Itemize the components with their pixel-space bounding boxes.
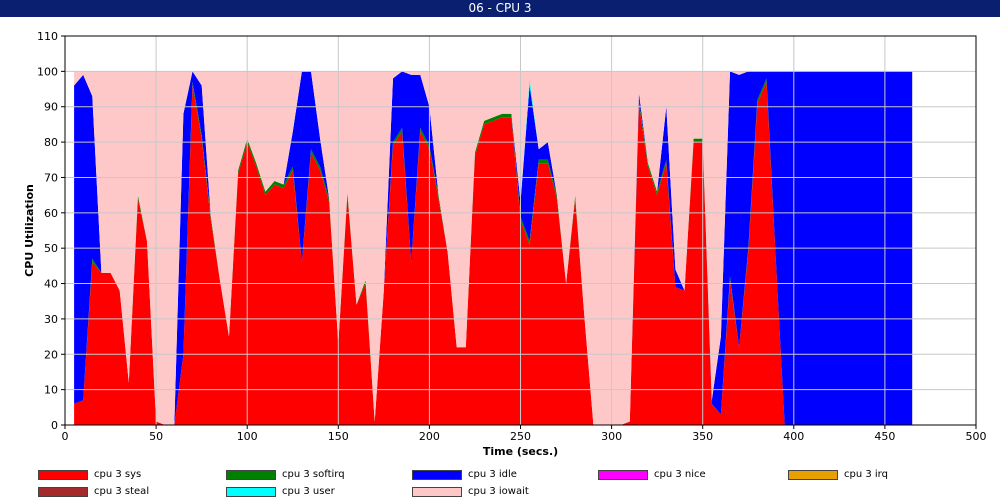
tick-layer: 0 50 100 150 200 250 300 350 400 450 500 0 10 20 30 40 5… (37, 30, 987, 443)
y-tick-label: 70 (44, 171, 58, 184)
legend-swatch (412, 487, 462, 497)
x-tick-label: 350 (692, 430, 713, 443)
y-tick-label: 50 (44, 242, 58, 255)
series-area-cpu-3-iowait (74, 71, 913, 426)
x-tick-label: 50 (149, 430, 163, 443)
legend-swatch (412, 470, 462, 480)
y-tick-label: 30 (44, 313, 58, 326)
legend-swatch (226, 487, 276, 497)
legend-swatch (226, 470, 276, 480)
x-tick-label: 150 (328, 430, 349, 443)
window-title: 06 - CPU 3 (0, 0, 1000, 17)
legend-swatch (38, 470, 88, 480)
y-axis-title: CPU Utilization (23, 184, 36, 277)
y-tick-label: 20 (44, 348, 58, 361)
y-tick-label: 0 (51, 419, 58, 432)
legend-label: cpu 3 softirq (282, 469, 345, 480)
x-tick-label: 250 (510, 430, 531, 443)
legend-label: cpu 3 steal (94, 486, 150, 497)
x-axis-title: Time (secs.) (483, 445, 558, 458)
legend-swatch (38, 487, 88, 497)
x-tick-label: 500 (966, 430, 987, 443)
y-tick-label: 110 (37, 30, 58, 43)
y-tick-label: 80 (44, 136, 58, 149)
y-tick-label: 60 (44, 207, 58, 220)
legend-swatch (788, 470, 838, 480)
legend: cpu 3 sys cpu 3 softirq cpu 3 idle cpu 3 ni… (0, 465, 1000, 504)
y-tick-label: 40 (44, 278, 58, 291)
legend-label: cpu 3 idle (468, 469, 517, 480)
legend-label: cpu 3 irq (844, 469, 888, 480)
x-tick-label: 450 (874, 430, 895, 443)
x-tick-label: 0 (62, 430, 69, 443)
legend-label: cpu 3 user (282, 486, 335, 497)
legend-swatch (598, 470, 648, 480)
legend-label: cpu 3 nice (654, 469, 706, 480)
cpu-utilization-chart: 0 50 100 150 200 250 300 350 400 450 500 0 10 20 30 40 5… (23, 30, 987, 458)
y-tick-label: 10 (44, 384, 58, 397)
x-tick-label: 100 (237, 430, 258, 443)
x-tick-label: 200 (419, 430, 440, 443)
x-tick-label: 300 (601, 430, 622, 443)
y-tick-label: 90 (44, 101, 58, 114)
legend-label: cpu 3 iowait (468, 486, 529, 497)
legend-label: cpu 3 sys (94, 469, 142, 480)
y-tick-label: 100 (37, 65, 58, 78)
x-tick-label: 400 (783, 430, 804, 443)
